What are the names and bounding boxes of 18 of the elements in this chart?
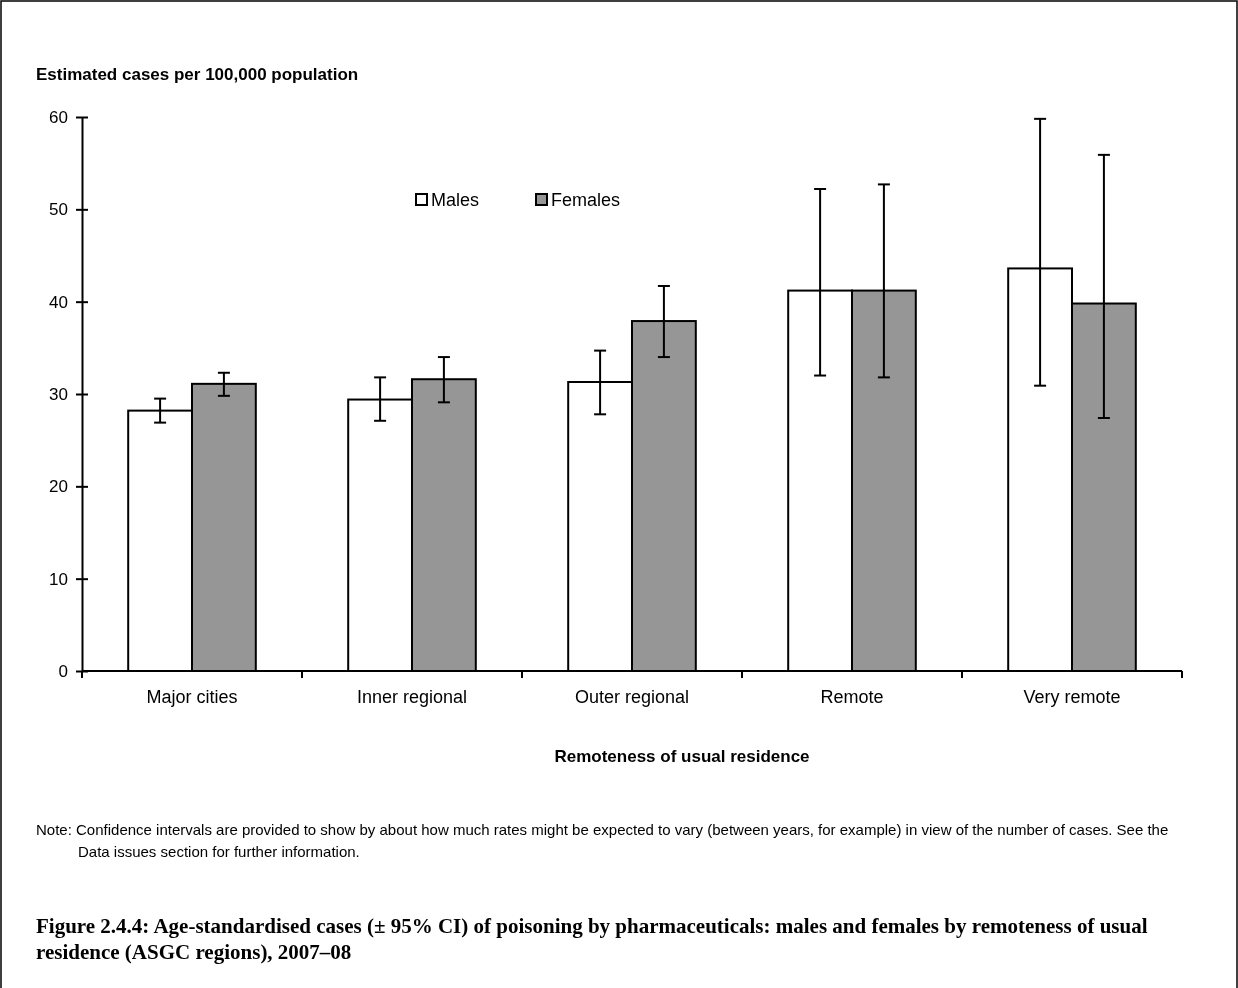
y-tick-label: 10 bbox=[49, 569, 68, 589]
x-axis-title: Remoteness of usual residence bbox=[554, 747, 810, 766]
y-tick-label: 20 bbox=[49, 477, 68, 497]
legend-label: Males bbox=[431, 190, 480, 210]
y-tick-label: 30 bbox=[49, 384, 68, 404]
x-tick-label: Inner regional bbox=[356, 687, 468, 707]
x-tick-label: Remote bbox=[820, 687, 884, 707]
x-tick-label: Major cities bbox=[146, 687, 238, 707]
legend-label: Females bbox=[551, 190, 621, 210]
y-tick-label: 60 bbox=[49, 107, 68, 127]
x-tick-label: Very remote bbox=[1023, 687, 1121, 707]
text: Note: Confidence intervals are provided to show by about how much rates might be expected to vary (between years, for example) in view of the number of cases. See the Data issues section for further information. bbox=[36, 821, 1169, 860]
y-tick-label: 40 bbox=[49, 292, 68, 312]
x-tick-label: Outer regional bbox=[574, 687, 690, 707]
y-tick-label: 0 bbox=[58, 661, 68, 681]
y-axis-title: Estimated cases per 100,000 population bbox=[36, 65, 359, 84]
text: Figure 2.4.4: Age-standardised cases (± 95% CI) of poisoning by pharmaceuticals: males and females by remoteness of usual residence (ASGC regions), 2007–08 bbox=[36, 914, 1148, 964]
y-tick-label: 50 bbox=[49, 200, 68, 220]
